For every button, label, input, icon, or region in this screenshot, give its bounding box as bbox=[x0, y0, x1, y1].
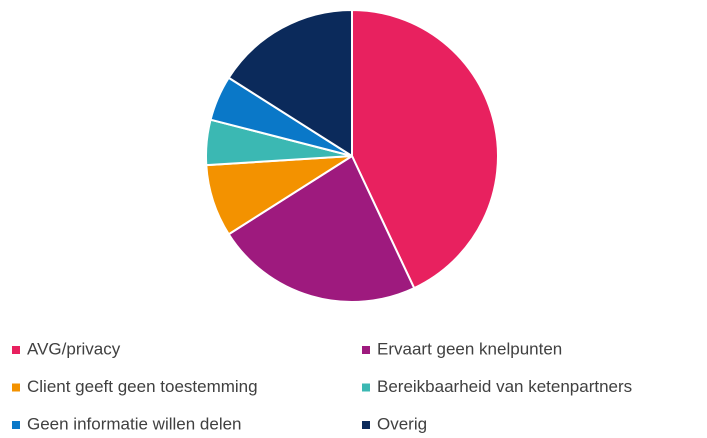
legend-label: Bereikbaarheid van ketenpartners bbox=[377, 377, 632, 396]
pie-slice bbox=[227, 154, 416, 303]
legend-swatch bbox=[12, 346, 20, 354]
legend-swatch bbox=[362, 421, 370, 429]
legend-label: AVG/privacy bbox=[27, 339, 121, 358]
legend-label: Client geeft geen toestemming bbox=[27, 377, 258, 396]
legend-swatch bbox=[12, 383, 20, 392]
legend-swatch bbox=[362, 346, 370, 354]
legend-swatch bbox=[12, 421, 20, 429]
legend-label: Overig bbox=[377, 414, 427, 433]
pie-slice bbox=[227, 8, 353, 158]
legend-swatch bbox=[362, 383, 370, 392]
legend-label: Ervaart geen knelpunten bbox=[377, 339, 562, 358]
pie-slice bbox=[351, 8, 499, 290]
legend-label: Geen informatie willen delen bbox=[27, 414, 242, 433]
